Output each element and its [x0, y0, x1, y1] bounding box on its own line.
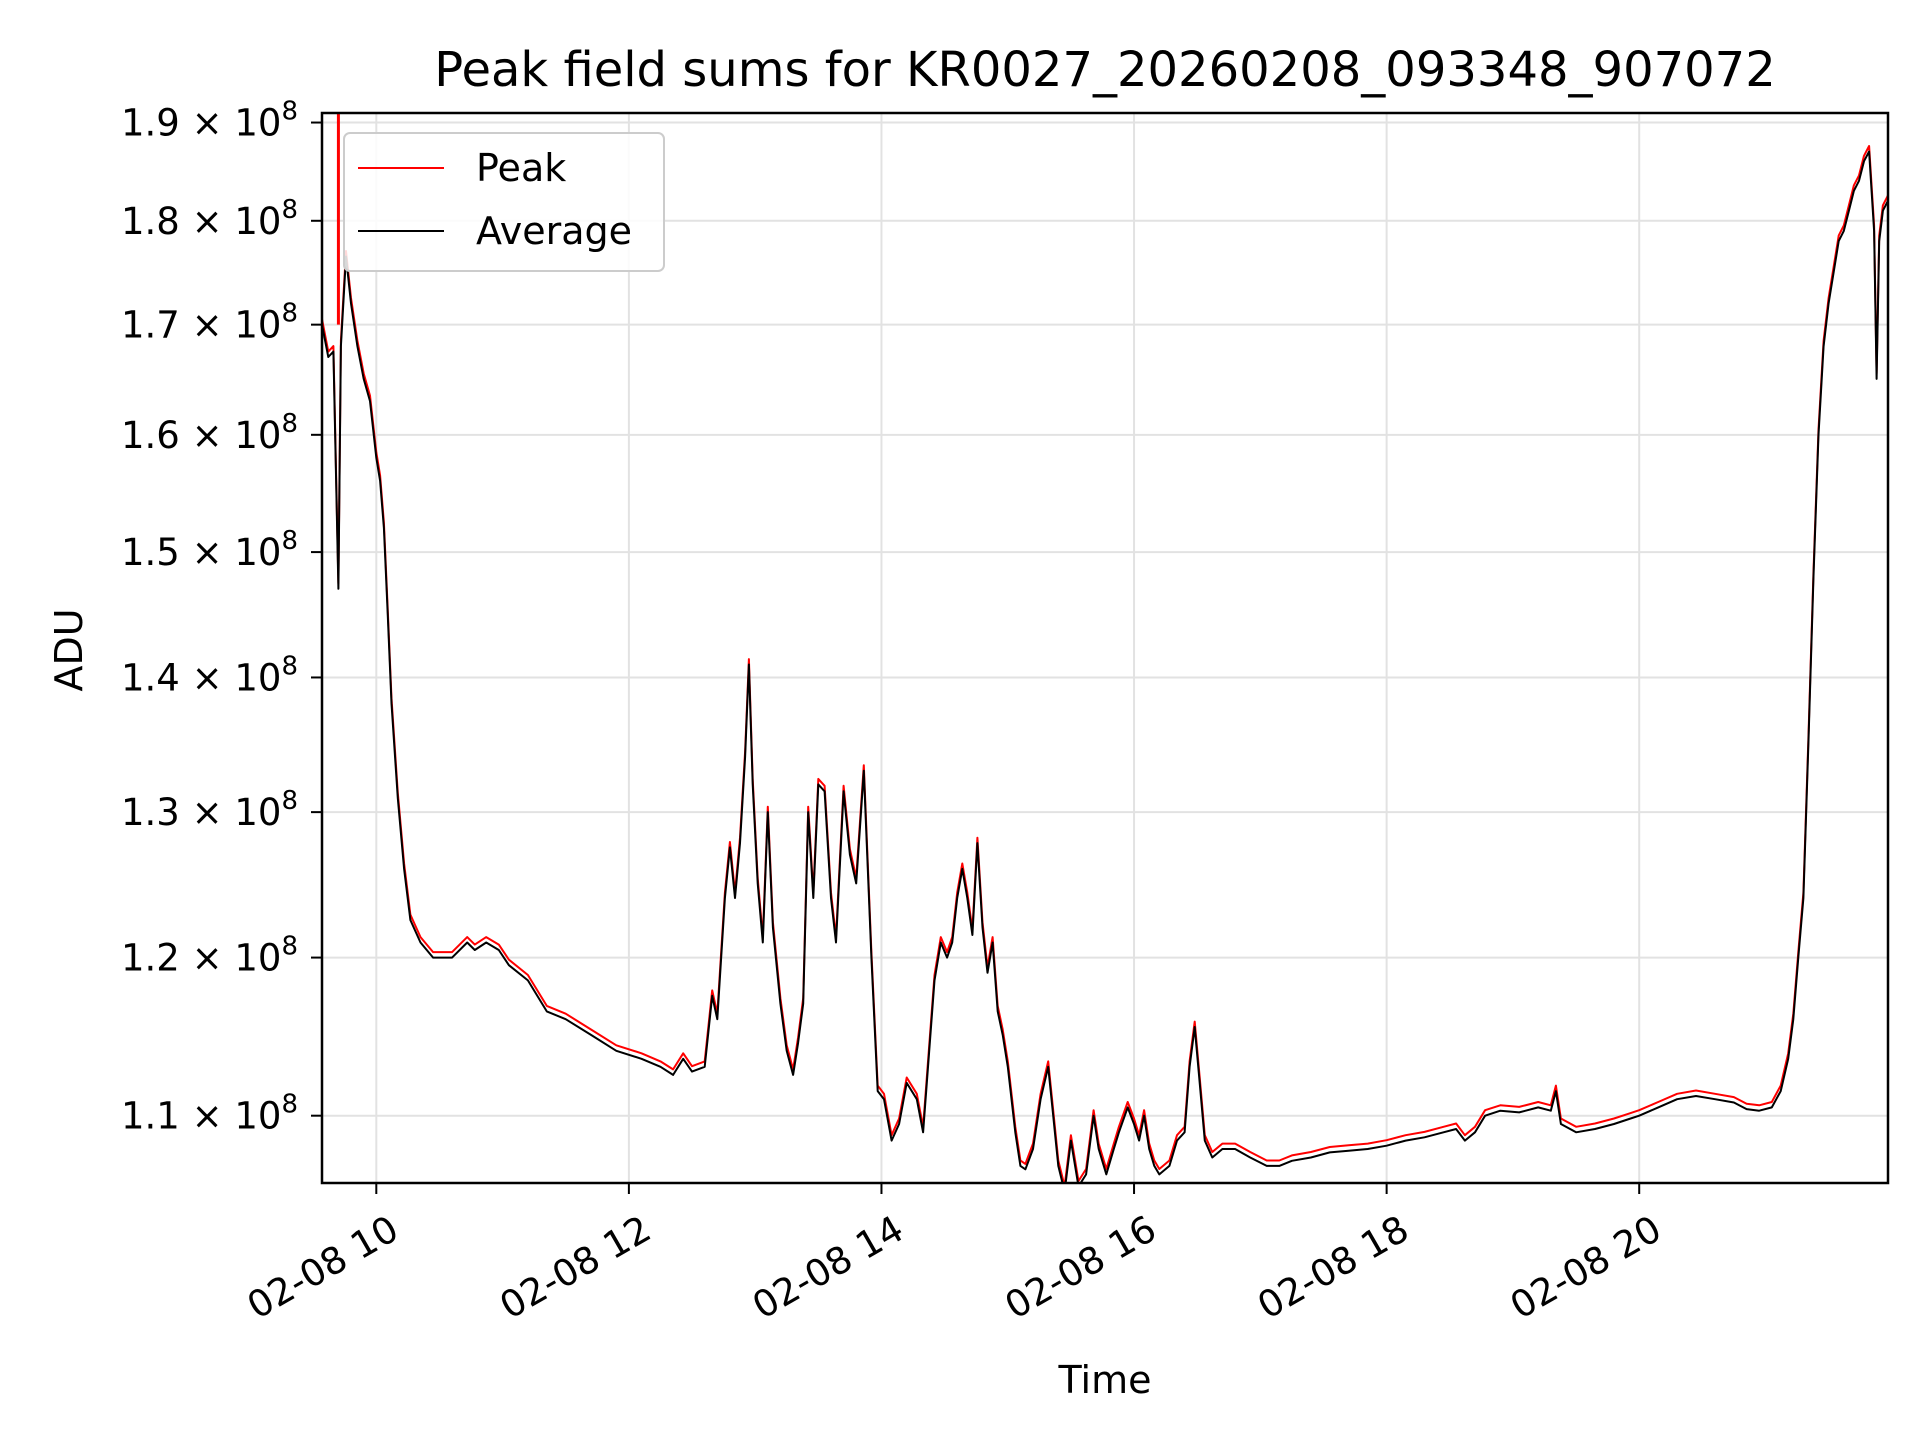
y-tick-label-6: 1.7 × 108 — [121, 299, 298, 347]
y-axis-label: ADU — [47, 608, 91, 691]
chart-title: Peak field sums for KR0027_20260208_0933… — [434, 42, 1776, 98]
x-axis-label: Time — [1058, 1358, 1152, 1402]
grid-layer — [322, 113, 1888, 1183]
y-tick-label-1: 1.2 × 108 — [121, 932, 298, 980]
y-tick-label-2: 1.3 × 108 — [121, 786, 298, 834]
legend-label-average: Average — [476, 209, 632, 253]
legend: Peak Average — [343, 132, 665, 272]
series-line-peak — [322, 145, 1888, 1183]
y-tick-label-5: 1.6 × 108 — [121, 409, 298, 457]
y-tick-label-0: 1.1 × 108 — [121, 1090, 298, 1138]
legend-label-peak: Peak — [476, 146, 566, 190]
y-tick-label-7: 1.8 × 108 — [121, 195, 298, 243]
y-tick-label-8: 1.9 × 108 — [121, 97, 298, 145]
y-tick-label-3: 1.4 × 108 — [121, 651, 298, 699]
series-layer — [322, 113, 1888, 1183]
y-tick-label-4: 1.5 × 108 — [121, 526, 298, 574]
plot-frame — [320, 111, 1890, 1185]
series-line-average — [322, 150, 1888, 1183]
